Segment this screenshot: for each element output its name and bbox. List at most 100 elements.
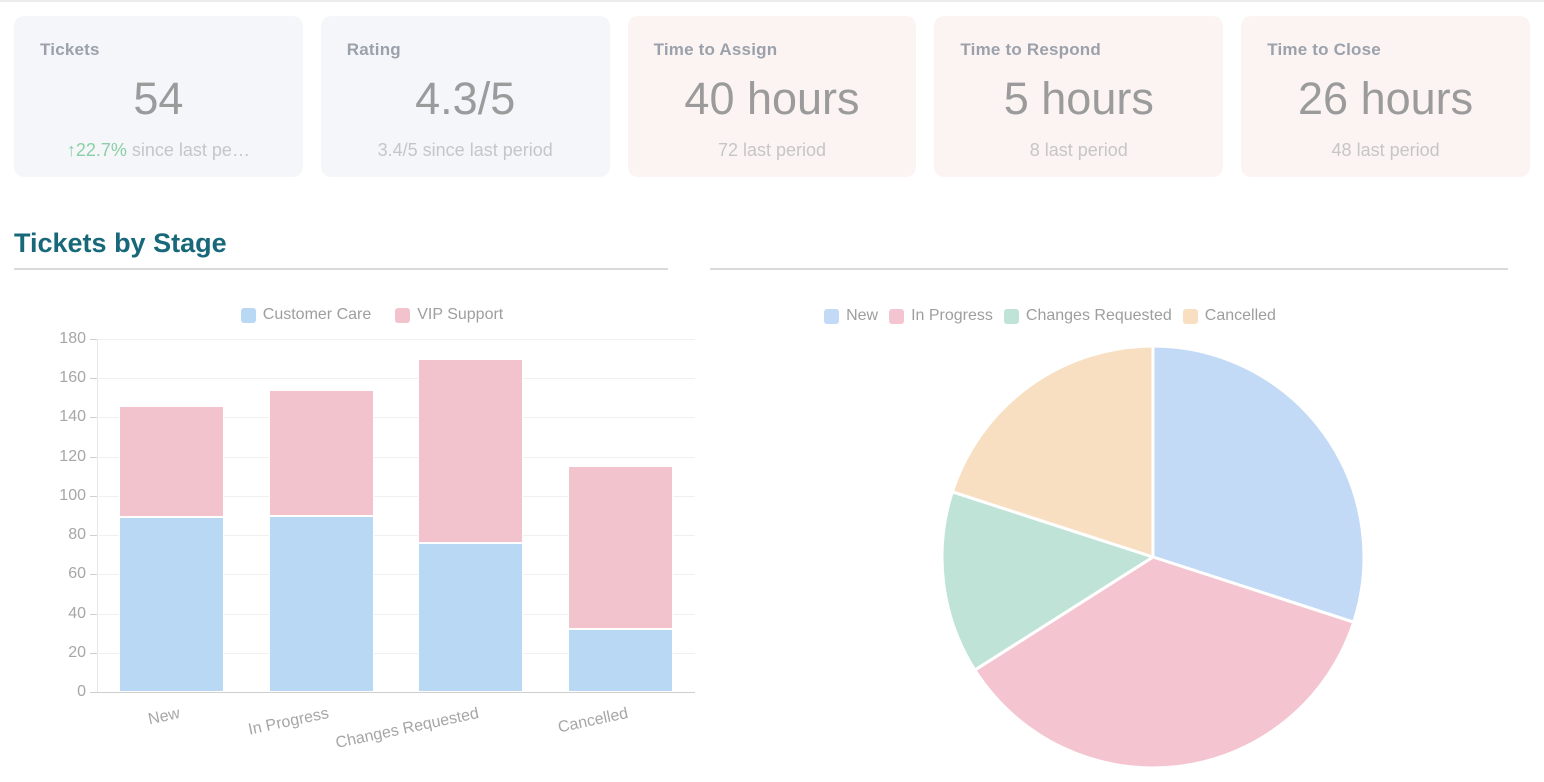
bar-slot-cancelled	[546, 339, 696, 692]
bar-slot-new	[97, 339, 247, 692]
kpi-title: Rating	[346, 40, 401, 59]
kpi-delta-up: ↑22.7%	[66, 140, 127, 160]
kpi-card-row: Tickets 54 ↑22.7% since last pe… Rating …	[14, 16, 1530, 177]
y-tick	[90, 652, 97, 654]
bar-segment-vip-support[interactable]	[268, 390, 374, 516]
kpi-footer: 3.4/5 since last period	[377, 140, 553, 160]
y-axis-label: 0	[77, 683, 86, 700]
y-axis-label: 60	[68, 565, 86, 583]
legend-item-vip-support[interactable]: VIP Support	[395, 306, 503, 324]
y-tick	[90, 456, 97, 458]
section-divider-right	[710, 268, 1508, 270]
y-axis-line	[97, 339, 98, 692]
kpi-value: 26 hours	[1298, 73, 1474, 124]
bar-slots	[97, 339, 695, 692]
pie-chart: New In Progress Changes Requested Cancelled	[710, 282, 1510, 782]
bar-segment-customer-care[interactable]	[567, 629, 673, 692]
kpi-card-time-to-assign: Time to Assign 40 hours 72 last period	[627, 16, 917, 177]
pie-graphic	[940, 344, 1366, 770]
legend-item-changes-requested[interactable]: Changes Requested	[1003, 307, 1172, 325]
gridline-100	[97, 495, 695, 497]
pie-slice-cancelled[interactable]	[950, 344, 1155, 559]
legend-item-cancelled[interactable]: Cancelled	[1182, 307, 1276, 325]
legend-label: Changes Requested	[1025, 307, 1172, 324]
kpi-card-time-to-close: Time to Close 26 hours 48 last period	[1241, 16, 1530, 177]
x-axis-label: In Progress	[247, 705, 331, 739]
y-axis-label: 80	[68, 526, 86, 544]
legend-swatch-icon	[395, 307, 411, 323]
bar-segment-customer-care[interactable]	[268, 515, 374, 692]
kpi-footer: 72 last period	[717, 140, 827, 160]
kpi-card-rating: Rating 4.3/5 3.4/5 since last period	[320, 16, 610, 177]
y-axis-label: 180	[59, 330, 86, 347]
pie-slice-changes-requested[interactable]	[940, 490, 1155, 672]
bar-chart-legend: Customer Care VIP Support	[73, 306, 671, 324]
y-axis-label: 100	[59, 486, 86, 504]
bar-segment-customer-care[interactable]	[119, 517, 225, 692]
y-tick	[90, 535, 97, 537]
bar-segment-customer-care[interactable]	[418, 542, 524, 692]
kpi-value: 4.3/5	[415, 73, 516, 124]
bar-stack	[418, 358, 524, 692]
y-tick	[90, 417, 97, 419]
x-axis-label: Cancelled	[556, 705, 630, 737]
legend-swatch-icon	[240, 307, 256, 323]
pie-slice-new[interactable]	[1151, 344, 1366, 624]
y-tick	[90, 574, 97, 576]
pie-chart-legend: New In Progress Changes Requested Cancelled	[650, 307, 1450, 325]
gridline-0	[97, 692, 695, 693]
kpi-title: Tickets	[40, 40, 100, 59]
legend-swatch-icon	[824, 308, 840, 324]
legend-label: In Progress	[911, 307, 993, 324]
bar-segment-vip-support[interactable]	[567, 466, 673, 630]
kpi-title: Time to Respond	[960, 40, 1101, 59]
y-tick	[90, 339, 97, 340]
stacked-bar-chart: Customer Care VIP Support 0 20 40 60 80 100 120…	[14, 282, 710, 782]
gridline-180	[97, 339, 695, 340]
y-axis-label: 40	[68, 604, 86, 622]
y-axis-label: 140	[59, 408, 86, 426]
legend-swatch-icon	[1182, 308, 1198, 324]
section-divider-left	[14, 268, 668, 270]
kpi-footer: 48 last period	[1331, 140, 1440, 160]
kpi-value: 5 hours	[1003, 73, 1154, 124]
y-tick	[90, 692, 97, 693]
legend-label: Cancelled	[1204, 307, 1276, 324]
x-axis-label: New	[146, 705, 182, 729]
kpi-title: Time to Assign	[653, 40, 778, 59]
gridline-80	[97, 535, 695, 537]
y-axis-label: 20	[68, 643, 86, 661]
gridline-40	[97, 613, 695, 615]
kpi-footer: ↑22.7% since last pe…	[40, 140, 277, 161]
legend-label: New	[846, 307, 879, 324]
bar-segment-vip-support[interactable]	[119, 405, 225, 518]
kpi-title: Time to Close	[1267, 40, 1381, 59]
gridline-140	[97, 417, 695, 419]
section-title-tickets-by-stage: Tickets by Stage	[14, 228, 227, 258]
y-tick	[90, 613, 97, 615]
gridline-160	[97, 378, 695, 380]
y-tick	[90, 378, 97, 380]
bar-stack	[268, 390, 374, 692]
y-tick	[90, 495, 97, 497]
kpi-card-tickets: Tickets 54 ↑22.7% since last pe…	[14, 16, 303, 177]
bar-stack	[567, 466, 673, 692]
kpi-card-time-to-respond: Time to Respond 5 hours 8 last period	[934, 16, 1224, 177]
kpi-footer: 8 last period	[1029, 140, 1128, 160]
y-axis-label: 120	[59, 447, 86, 465]
x-axis-label: Changes Requested	[334, 705, 481, 752]
pie-slice-in-progress[interactable]	[973, 555, 1356, 770]
kpi-value: 40 hours	[684, 73, 860, 124]
kpi-footer-text: since last pe…	[126, 140, 250, 160]
y-axis-label: 160	[59, 369, 86, 387]
legend-swatch-icon	[1003, 308, 1019, 324]
kpi-value: 54	[133, 73, 184, 124]
legend-item-new[interactable]: New	[824, 307, 878, 325]
legend-swatch-icon	[889, 308, 905, 324]
legend-item-in-progress[interactable]: In Progress	[889, 307, 993, 325]
legend-item-customer-care[interactable]: Customer Care	[240, 306, 372, 324]
bar-segment-vip-support[interactable]	[418, 358, 524, 543]
gridline-60	[97, 574, 695, 576]
legend-label: Customer Care	[262, 306, 372, 323]
